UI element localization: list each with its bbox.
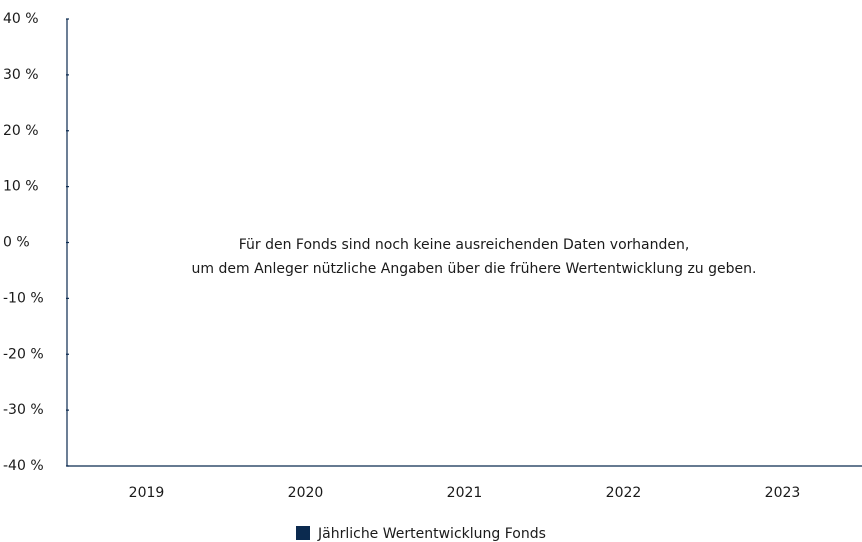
y-tick-label: -20 % bbox=[3, 346, 44, 362]
y-tick-label: 0 % bbox=[3, 235, 30, 251]
y-tick-label: 10 % bbox=[3, 179, 39, 195]
y-tick-label: 30 % bbox=[3, 67, 39, 83]
annotation: um dem Anleger nützliche Angaben über di… bbox=[192, 261, 757, 277]
x-tick-label: 2023 bbox=[765, 485, 801, 501]
y-tick-label: -30 % bbox=[3, 402, 44, 418]
y-tick-label: -10 % bbox=[3, 290, 44, 306]
y-tick-label: 20 % bbox=[3, 123, 39, 139]
legend-swatch bbox=[296, 526, 310, 540]
annotation: Für den Fonds sind noch keine ausreichen… bbox=[239, 237, 690, 253]
x-tick-label: 2022 bbox=[606, 485, 642, 501]
y-tick-label: 40 % bbox=[3, 11, 39, 27]
x-tick-label: 2021 bbox=[447, 485, 483, 501]
x-tick-label: 2020 bbox=[288, 485, 324, 501]
x-tick-label: 2019 bbox=[129, 485, 165, 501]
y-tick-label: -40 % bbox=[3, 458, 44, 474]
legend-label: Jährliche Wertentwicklung Fonds bbox=[317, 526, 546, 542]
